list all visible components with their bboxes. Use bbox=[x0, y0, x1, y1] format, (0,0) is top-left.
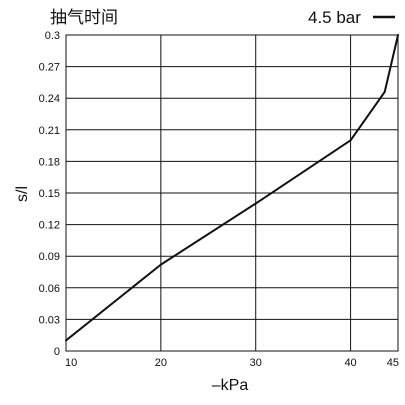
y-tick-label: 0.3 bbox=[45, 30, 60, 42]
chart-title: 抽气时间 bbox=[50, 8, 118, 27]
y-tick-label: 0.15 bbox=[39, 188, 60, 200]
y-tick-label: 0.12 bbox=[39, 220, 60, 232]
x-axis-title: –kPa bbox=[212, 377, 249, 394]
x-axis-ticks: 10 20 30 40 45 bbox=[65, 357, 399, 369]
y-tick-label: 0.03 bbox=[39, 314, 60, 326]
x-tick-label: 40 bbox=[344, 357, 356, 369]
y-tick-label: 0 bbox=[54, 346, 60, 358]
y-tick-label: 0.27 bbox=[39, 62, 60, 74]
y-axis-title: s/l bbox=[14, 186, 31, 202]
grid bbox=[66, 35, 398, 351]
y-tick-label: 0.06 bbox=[39, 283, 60, 295]
series-layer bbox=[65, 34, 399, 342]
x-tick-label: 30 bbox=[250, 357, 262, 369]
y-tick-label: 0.09 bbox=[39, 251, 60, 263]
x-tick-label: 20 bbox=[155, 357, 167, 369]
y-tick-label: 0.21 bbox=[39, 125, 60, 137]
legend-label: 4.5 bar bbox=[308, 8, 361, 27]
y-axis-ticks: 0 0.03 0.06 0.09 0.12 0.15 0.18 0.21 0.24 0.27 0.3 bbox=[39, 30, 60, 358]
x-tick-label: 10 bbox=[65, 357, 77, 369]
series-line bbox=[65, 34, 399, 342]
y-tick-label: 0.18 bbox=[39, 156, 60, 168]
plot-frame bbox=[65, 34, 399, 352]
y-tick-label: 0.24 bbox=[39, 93, 60, 105]
legend: 4.5 bar bbox=[308, 8, 395, 27]
x-tick-label: 45 bbox=[387, 357, 399, 369]
